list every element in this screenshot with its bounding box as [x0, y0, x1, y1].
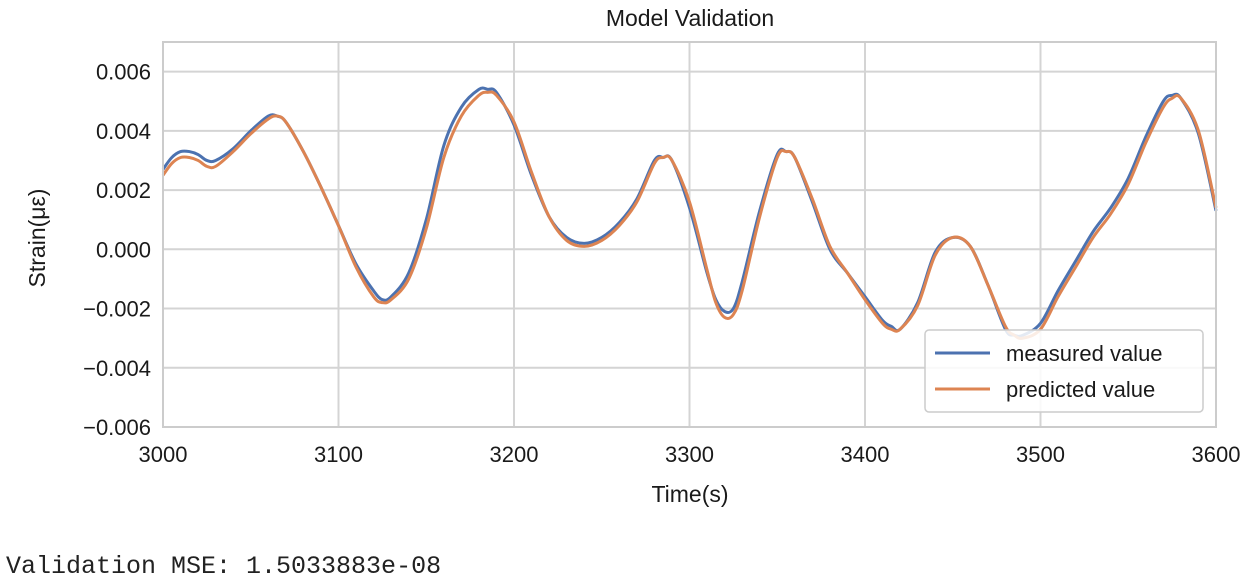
chart-title: Model Validation — [606, 5, 774, 31]
x-tick-label: 3400 — [841, 442, 890, 467]
legend-measured-label: measured value — [1006, 341, 1163, 366]
x-tick-label: 3000 — [139, 442, 188, 467]
y-tick-label: 0.000 — [96, 237, 151, 262]
y-axis-ticks: −0.006 −0.004 −0.002 0.000 0.002 0.004 0.006 — [83, 60, 151, 440]
x-axis-ticks: 3000 3100 3200 3300 3400 3500 3600 — [139, 442, 1241, 467]
legend: measured value predicted value — [924, 329, 1204, 413]
y-tick-label: 0.004 — [96, 119, 151, 144]
legend-predicted-label: predicted value — [1006, 377, 1155, 402]
line-chart: 3000 3100 3200 3300 3400 3500 3600 −0.006−0.00… — [24, 5, 1241, 507]
y-tick-label: −0.004 — [83, 356, 151, 381]
x-tick-label: 3200 — [490, 442, 539, 467]
legend-box — [924, 329, 1204, 413]
x-tick-label: 3300 — [665, 442, 714, 467]
y-axis-label: Strain(με) — [24, 189, 50, 288]
y-tick-label: −0.006 — [83, 415, 151, 440]
x-axis-label: Time(s) — [651, 481, 728, 507]
y-tick-label: −0.002 — [83, 297, 151, 322]
validation-mse-text: Validation MSE: 1.5033883e-08 — [6, 552, 442, 581]
y-tick-label: 0.006 — [96, 60, 151, 85]
x-tick-label: 3100 — [314, 442, 363, 467]
x-tick-label: 3600 — [1192, 442, 1241, 467]
x-tick-label: 3500 — [1016, 442, 1065, 467]
y-tick-label: 0.002 — [96, 178, 151, 203]
plot-frame — [162, 41, 1217, 428]
